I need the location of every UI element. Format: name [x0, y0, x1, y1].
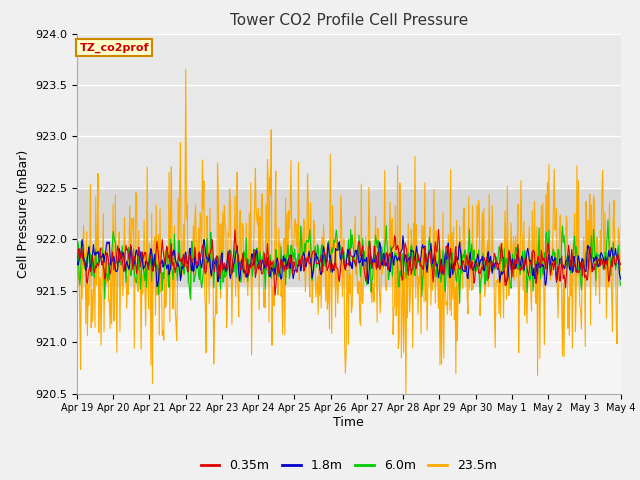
Bar	[77, 188, 621, 286]
Title: Tower CO2 Profile Cell Pressure: Tower CO2 Profile Cell Pressure	[230, 13, 468, 28]
Y-axis label: Cell Pressure (mBar): Cell Pressure (mBar)	[17, 149, 29, 278]
X-axis label: Time: Time	[333, 416, 364, 429]
Legend: 0.35m, 1.8m, 6.0m, 23.5m: 0.35m, 1.8m, 6.0m, 23.5m	[196, 455, 502, 477]
Bar	[77, 34, 621, 188]
Text: TZ_co2prof: TZ_co2prof	[79, 43, 149, 53]
